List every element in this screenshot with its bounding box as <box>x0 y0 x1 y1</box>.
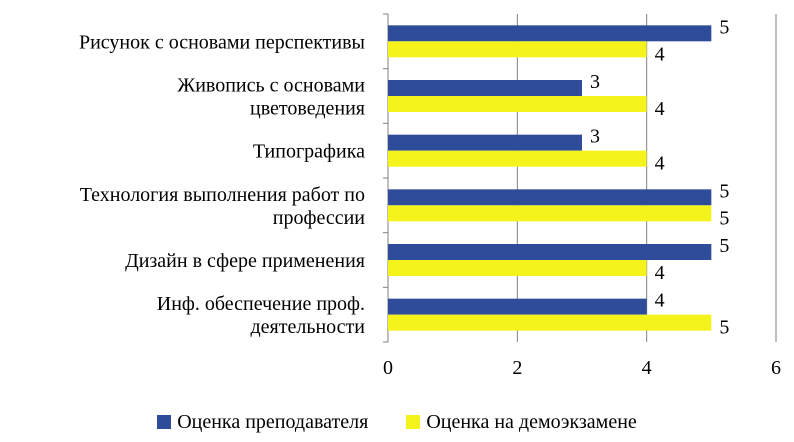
category-label-5-1: деятельности <box>251 316 366 338</box>
category-label-5-0: Инф. обеспечение проф. <box>157 293 365 315</box>
bar-s0-c1 <box>388 80 582 96</box>
bar-s0-c4 <box>388 244 712 260</box>
legend-label-demo: Оценка на демоэкзамене <box>426 410 637 433</box>
data-label-s1-c3: 5 <box>719 207 729 229</box>
data-label-s1-c0: 4 <box>655 43 665 65</box>
bar-s0-c0 <box>388 25 712 42</box>
category-label-0-0: Рисунок с основами перспективы <box>79 31 365 53</box>
legend: Оценка преподавателя Оценка на демоэкзам… <box>0 408 794 436</box>
x-tick-label-2: 2 <box>512 357 522 379</box>
data-label-s1-c4: 4 <box>655 262 665 284</box>
data-label-s0-c1: 3 <box>590 71 600 93</box>
legend-item-demo: Оценка на демоэкзамене <box>406 408 637 436</box>
category-label-4-0: Дизайн в сфере применения <box>125 250 365 272</box>
bar-s1-c3 <box>388 205 712 222</box>
bar-s1-c0 <box>388 41 647 58</box>
bar-s0-c3 <box>388 189 712 206</box>
bar-chart: 0 2 4 6 Рисунок с основами перспективы 5 4 Живо… <box>79 13 781 379</box>
data-label-s1-c5: 5 <box>719 317 729 339</box>
category-label-2-0: Типографика <box>253 141 365 163</box>
bar-s1-c5 <box>388 314 712 331</box>
legend-swatch-teacher <box>157 415 172 429</box>
category-label-1-0: Живопись с основами <box>177 75 365 97</box>
data-label-s0-c5: 4 <box>655 290 665 312</box>
data-label-s0-c4: 5 <box>719 235 729 257</box>
category-label-1-1: цветоведения <box>250 98 365 120</box>
bar-s1-c1 <box>388 96 647 112</box>
data-label-s1-c1: 4 <box>655 98 665 120</box>
bar-s0-c2 <box>388 134 582 151</box>
legend-label-teacher: Оценка преподавателя <box>177 410 369 433</box>
bar-s0-c5 <box>388 298 647 315</box>
bar-s1-c2 <box>388 150 647 167</box>
category-label-3-1: профессии <box>273 207 365 229</box>
x-tick-label-4: 4 <box>642 357 652 379</box>
x-tick-label-0: 0 <box>383 357 393 379</box>
legend-swatch-demo <box>406 415 421 429</box>
data-label-s0-c0: 5 <box>719 16 729 38</box>
data-label-s0-c3: 5 <box>719 180 729 202</box>
legend-item-teacher: Оценка преподавателя <box>157 408 368 436</box>
x-tick-label-6: 6 <box>771 357 781 379</box>
bar-s1-c4 <box>388 260 647 276</box>
data-label-s1-c2: 4 <box>655 153 665 175</box>
data-label-s0-c2: 3 <box>590 126 600 148</box>
category-label-3-0: Технология выполнения работ по <box>80 184 365 206</box>
